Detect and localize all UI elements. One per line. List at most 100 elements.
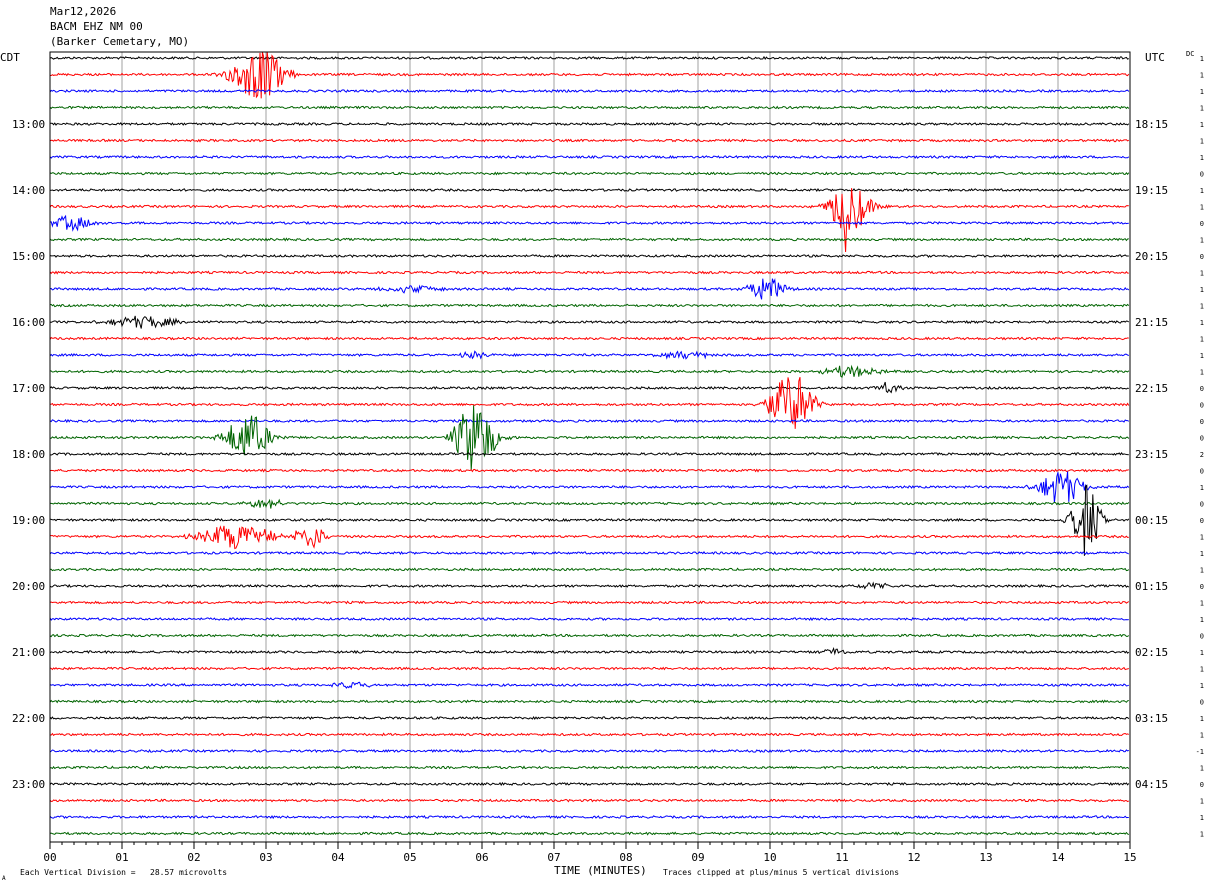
right-hour-label: 23:15 — [1135, 448, 1168, 461]
dc-offset-label: 1 — [1200, 336, 1204, 344]
right-hour-label: 04:15 — [1135, 778, 1168, 791]
dc-offset-label: 1 — [1200, 765, 1204, 773]
trace-39 — [49, 699, 1129, 704]
trace-17 — [49, 336, 1129, 341]
right-hour-label: 03:15 — [1135, 712, 1168, 725]
trace-7 — [49, 171, 1130, 176]
trace-43 — [49, 765, 1130, 770]
dc-offset-label: 1 — [1200, 88, 1204, 96]
dc-offset-label: 1 — [1200, 154, 1204, 162]
right-hour-label: 19:15 — [1135, 184, 1168, 197]
dc-offset-label: 1 — [1200, 484, 1204, 492]
right-hour-label: 21:15 — [1135, 316, 1168, 329]
right-hour-label: 18:15 — [1135, 118, 1168, 131]
dc-offset-label: 1 — [1200, 732, 1204, 740]
dc-offset-label: 0 — [1200, 385, 1204, 393]
trace-24 — [49, 452, 1129, 457]
dc-offset-label: 1 — [1200, 286, 1204, 294]
dc-offset-label: 0 — [1200, 402, 1204, 410]
left-timezone-label: CDT — [0, 51, 20, 64]
x-tick-label: 01 — [115, 851, 128, 864]
dc-offset-label: 1 — [1200, 534, 1204, 542]
dc-offset-label: 1 — [1200, 121, 1204, 129]
right-hour-labels: 18:15 19:15 20:15 21:15 22:15 23:15 00:15 01:15… — [1135, 118, 1168, 791]
dc-offset-label: 0 — [1200, 468, 1204, 476]
trace-1 — [50, 51, 1130, 99]
trace-22 — [49, 418, 1130, 424]
x-tick-label: 15 — [1123, 851, 1136, 864]
trace-6 — [49, 155, 1130, 159]
dc-offset-label: 1 — [1200, 187, 1204, 195]
left-hour-label: 23:00 — [12, 778, 45, 791]
dc-offset-label: 0 — [1200, 220, 1204, 228]
left-hour-label: 18:00 — [12, 448, 45, 461]
left-hour-label: 15:00 — [12, 250, 45, 263]
trace-28 — [49, 484, 1130, 556]
trace-11 — [49, 237, 1129, 242]
trace-32 — [49, 581, 1130, 590]
trace-3 — [49, 105, 1130, 110]
trace-47 — [49, 831, 1130, 836]
x-tick-label: 02 — [187, 851, 200, 864]
trace-23 — [50, 405, 1130, 471]
right-hour-label: 22:15 — [1135, 382, 1168, 395]
dc-offset-label: 1 — [1200, 319, 1204, 327]
trace-15 — [49, 303, 1130, 308]
x-tick-label: 12 — [907, 851, 920, 864]
dc-offset-label: 1 — [1200, 105, 1204, 113]
trace-44 — [49, 781, 1130, 787]
x-tick-label: 11 — [835, 851, 848, 864]
right-hour-label: 01:15 — [1135, 580, 1168, 593]
x-tick-label: 05 — [403, 851, 416, 864]
x-axis-label: TIME (MINUTES) — [554, 864, 647, 877]
right-timezone-label: UTC — [1145, 51, 1165, 64]
dc-offset-label: 1 — [1200, 831, 1204, 839]
trace-19 — [49, 364, 1130, 378]
dc-offset-label: 1 — [1200, 270, 1204, 278]
x-tick-label: 10 — [763, 851, 776, 864]
dc-offset-label: -1 — [1196, 748, 1204, 756]
dc-offset-label: 1 — [1200, 600, 1204, 608]
trace-46 — [49, 815, 1129, 820]
x-tick-label: 06 — [475, 851, 488, 864]
trace-38 — [49, 681, 1129, 689]
header-station: BACM EHZ NM 00 — [50, 20, 143, 33]
frame-rect — [49, 51, 1131, 843]
left-hour-label: 16:00 — [12, 316, 45, 329]
left-hour-label: 21:00 — [12, 646, 45, 659]
dc-offset-label: 1 — [1200, 567, 1204, 575]
dc-offset-label: 0 — [1200, 699, 1204, 707]
trace-14 — [49, 278, 1130, 300]
dc-offset-label: 1 — [1200, 303, 1204, 311]
left-hour-label: 19:00 — [12, 514, 45, 527]
trace-31 — [49, 567, 1130, 572]
trace-13 — [49, 270, 1129, 275]
trace-40 — [49, 716, 1130, 721]
dc-offset-label: 2 — [1200, 451, 1204, 459]
trace-35 — [49, 633, 1130, 638]
trace-5 — [49, 138, 1130, 143]
scale-note: Each Vertical Division = 28.57 microvolt… — [20, 868, 227, 877]
dc-offset-label: 0 — [1200, 418, 1204, 426]
dc-offset-label: 1 — [1200, 649, 1204, 657]
dc-offset-label: 0 — [1200, 633, 1204, 641]
dc-offset-label: 1 — [1200, 682, 1204, 690]
left-hour-label: 14:00 — [12, 184, 45, 197]
trace-34 — [49, 617, 1129, 622]
trace-33 — [49, 600, 1130, 605]
x-tick-label: 00 — [43, 851, 56, 864]
dc-offset-label: 1 — [1200, 138, 1204, 146]
trace-16 — [49, 315, 1130, 329]
right-hour-label: 20:15 — [1135, 250, 1168, 263]
dc-offset-label: 0 — [1200, 435, 1204, 443]
trace-10 — [49, 214, 1129, 232]
trace-20 — [49, 381, 1129, 394]
dc-label: DC — [1186, 50, 1194, 58]
trace-12 — [49, 254, 1129, 259]
x-tick-label: 03 — [259, 851, 272, 864]
header-location: (Barker Cemetary, MO) — [50, 35, 189, 48]
trace-29 — [50, 525, 1129, 550]
x-tick-label: 08 — [619, 851, 632, 864]
trace-27 — [49, 498, 1130, 509]
